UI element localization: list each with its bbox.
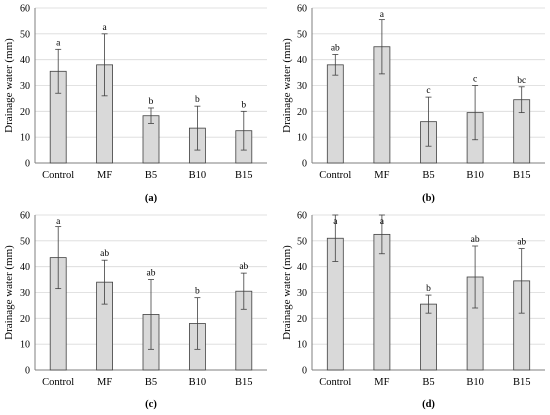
x-tick-label: B10: [466, 170, 484, 181]
bar-b5: [420, 303, 437, 371]
x-tick-label: Control: [42, 377, 74, 388]
x-tick-label: B15: [235, 170, 253, 181]
x-tick-label: MF: [374, 170, 389, 181]
y-tick-label: 10: [297, 133, 307, 144]
significance-letter: a: [380, 10, 385, 20]
y-axis-label: Drainage water (mm): [3, 38, 15, 133]
bar-control: [326, 64, 344, 164]
x-tick-label: MF: [374, 377, 389, 388]
significance-letter: a: [56, 217, 61, 227]
panel-caption: (b): [422, 193, 435, 204]
y-tick-label: 50: [297, 29, 307, 40]
significance-letter: ab: [239, 262, 248, 272]
x-tick-label: B10: [189, 170, 207, 181]
y-tick-label: 0: [302, 366, 307, 377]
y-tick-label: 20: [297, 107, 307, 118]
x-tick-label: B15: [513, 377, 531, 388]
y-tick-label: 0: [25, 159, 30, 170]
x-tick-label: MF: [97, 377, 112, 388]
x-tick-label: B5: [145, 170, 157, 181]
y-tick-label: 30: [297, 288, 307, 299]
chart-panel-4: 0 10 20 30 40 50 60 Drainage water (mm) a Control…: [281, 211, 545, 410]
y-axis-label: Drainage water (mm): [281, 38, 293, 133]
significance-letter: c: [473, 75, 477, 85]
y-tick-label: 50: [20, 236, 30, 247]
y-tick-label: 60: [20, 211, 30, 222]
y-tick-label: 40: [20, 55, 30, 66]
y-tick-label: 10: [20, 340, 30, 351]
significance-letter: ab: [471, 235, 480, 245]
x-tick-label: MF: [97, 170, 112, 181]
y-tick-label: 20: [20, 314, 30, 325]
x-tick-label: Control: [319, 170, 351, 181]
y-tick-label: 10: [297, 340, 307, 351]
y-tick-label: 40: [20, 262, 30, 273]
y-tick-label: 10: [20, 133, 30, 144]
significance-letter: a: [333, 217, 338, 227]
y-tick-label: 60: [297, 4, 307, 15]
y-tick-label: 60: [20, 4, 30, 15]
chart-panel-3: 0 10 20 30 40 50 60 Drainage water (mm) a Control…: [3, 211, 267, 410]
y-tick-label: 50: [297, 236, 307, 247]
chart-panel-2: 0 10 20 30 40 50 60 Drainage water (mm) ab Contro…: [281, 4, 545, 204]
significance-letter: bc: [517, 76, 526, 86]
x-tick-label: B15: [513, 170, 531, 181]
x-tick-label: B5: [422, 170, 434, 181]
panel-caption: (a): [145, 193, 158, 204]
significance-letter: b: [149, 97, 154, 107]
significance-letter: ab: [147, 269, 156, 279]
y-axis-label: Drainage water (mm): [281, 245, 293, 340]
panel-caption: (d): [422, 399, 435, 410]
y-tick-label: 50: [20, 29, 30, 40]
bar-mf: [373, 233, 391, 371]
y-tick-label: 30: [20, 81, 30, 92]
y-tick-label: 60: [297, 211, 307, 222]
y-tick-label: 20: [297, 314, 307, 325]
significance-letter: ab: [331, 44, 340, 54]
y-tick-label: 40: [297, 262, 307, 273]
significance-letter: b: [195, 287, 200, 297]
y-axis-label: Drainage water (mm): [3, 245, 15, 340]
y-tick-label: 0: [25, 366, 30, 377]
y-tick-label: 0: [302, 159, 307, 170]
y-tick-label: 20: [20, 107, 30, 118]
x-tick-label: B5: [145, 377, 157, 388]
significance-letter: ab: [517, 238, 526, 248]
significance-letter: ab: [100, 249, 109, 259]
x-tick-label: Control: [319, 377, 351, 388]
x-tick-label: B10: [466, 377, 484, 388]
significance-letter: c: [426, 86, 430, 96]
significance-letter: b: [426, 284, 431, 294]
x-tick-label: B5: [422, 377, 434, 388]
significance-letter: a: [102, 23, 107, 33]
y-tick-label: 30: [297, 81, 307, 92]
significance-letter: a: [56, 38, 61, 48]
panel-caption: (c): [145, 399, 157, 410]
y-tick-label: 30: [20, 288, 30, 299]
y-tick-label: 40: [297, 55, 307, 66]
significance-letter: a: [380, 217, 385, 227]
x-tick-label: B10: [189, 377, 207, 388]
x-tick-label: Control: [42, 170, 74, 181]
significance-letter: b: [195, 95, 200, 105]
significance-letter: b: [241, 100, 246, 110]
x-tick-label: B15: [235, 377, 253, 388]
chart-panel-1: 0 10 20 30 40 50 60 Drainage water (mm) a Control…: [3, 4, 267, 204]
